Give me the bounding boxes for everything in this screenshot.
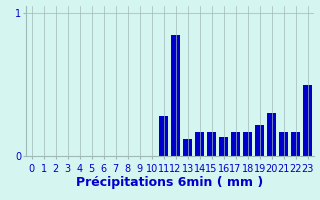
Bar [183,139,192,156]
Bar [220,137,228,156]
Bar [244,132,252,156]
Bar [159,116,168,156]
Bar [279,132,288,156]
X-axis label: Précipitations 6min ( mm ): Précipitations 6min ( mm ) [76,176,263,189]
Bar [172,35,180,156]
Bar [196,132,204,156]
Bar [255,125,264,156]
Bar [207,132,216,156]
Bar [268,113,276,156]
Bar [303,85,312,156]
Bar [231,132,240,156]
Bar [292,132,300,156]
